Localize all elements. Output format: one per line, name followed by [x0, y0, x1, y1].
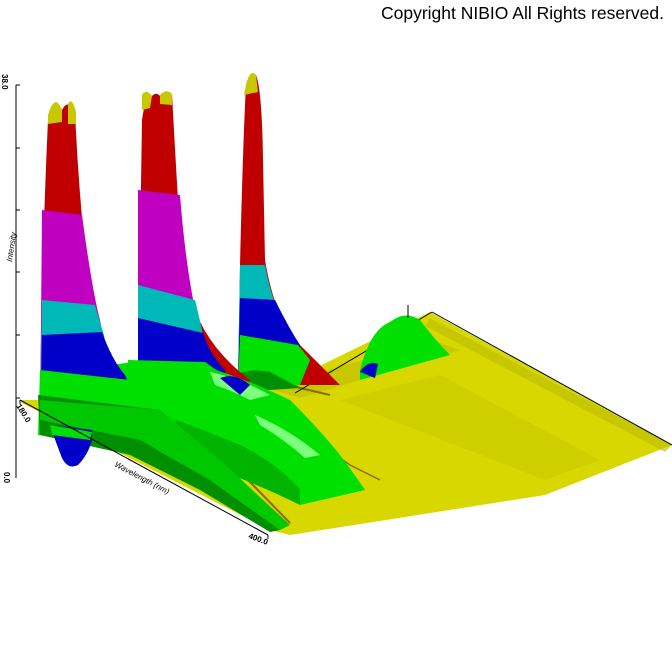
peak-middle [128, 91, 255, 405]
x-axis-line [19, 399, 269, 536]
floor-band-2 [340, 375, 600, 480]
front-strip-dark [40, 420, 280, 532]
z-axis-label: Intensity [5, 231, 18, 263]
front-dip [50, 425, 92, 467]
y-tick-label-start: 0.0 [2, 472, 11, 484]
z-tick-label-max: 38.0 [0, 74, 9, 90]
peak-back [235, 72, 340, 392]
floor-right-edge [431, 311, 672, 446]
copyright-notice: Copyright NIBIO All Rights reserved. [380, 3, 664, 23]
floor-band-3 [425, 318, 672, 452]
peak-far [360, 305, 450, 380]
